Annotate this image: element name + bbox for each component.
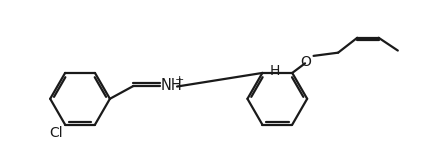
Text: Cl: Cl: [49, 126, 63, 140]
Text: +: +: [175, 75, 184, 85]
Text: H: H: [270, 64, 280, 78]
Text: O: O: [301, 55, 311, 69]
Text: NH: NH: [161, 78, 182, 93]
